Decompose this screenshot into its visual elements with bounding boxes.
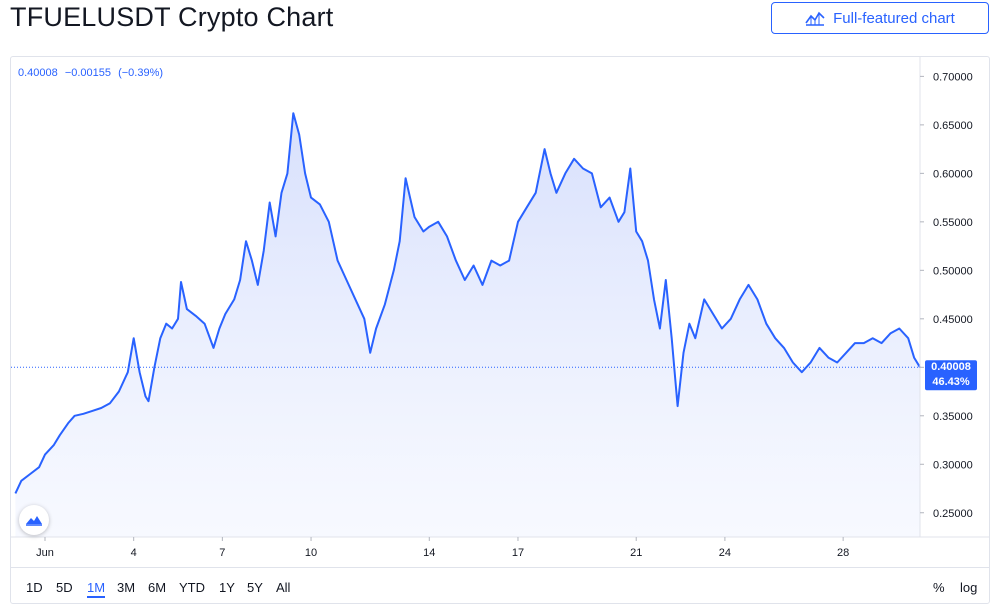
page-title: TFUELUSDT Crypto Chart xyxy=(10,2,334,32)
x-tick-label: 14 xyxy=(423,547,435,559)
percent-scale-button[interactable]: % xyxy=(933,580,945,595)
full-featured-chart-label: Full-featured chart xyxy=(833,9,955,27)
range-toolbar: 1D 5D 1M 3M 6M YTD 1Y 5Y All % log xyxy=(11,567,989,603)
range-3m[interactable]: 3M xyxy=(117,580,136,595)
y-tick-label: 0.55000 xyxy=(933,217,973,229)
y-tick-label: 0.60000 xyxy=(933,168,973,180)
range-1m[interactable]: 1M xyxy=(87,580,106,598)
legend-change-percent: (−0.39%) xyxy=(118,67,164,79)
price-chart[interactable]: 0.250000.300000.350000.400000.450000.500… xyxy=(11,57,989,603)
y-tick-label: 0.25000 xyxy=(933,508,973,520)
x-tick-label: 17 xyxy=(512,547,524,559)
y-tick-label: 0.65000 xyxy=(933,120,973,132)
range-5y[interactable]: 5Y xyxy=(247,580,263,595)
price-line xyxy=(14,112,921,494)
y-tick-label: 0.70000 xyxy=(933,71,973,83)
chart-widget[interactable]: 0.250000.300000.350000.400000.450000.500… xyxy=(10,56,990,604)
range-all[interactable]: All xyxy=(276,580,291,595)
y-tick-label: 0.45000 xyxy=(933,314,973,326)
x-tick-label: 24 xyxy=(719,547,731,559)
x-tick-label: 7 xyxy=(219,547,225,559)
legend-price: 0.40008 xyxy=(18,67,58,79)
y-tick-label: 0.35000 xyxy=(933,411,973,423)
x-tick-label: 28 xyxy=(837,547,849,559)
tradingview-logo-button[interactable] xyxy=(19,505,49,535)
range-6m[interactable]: 6M xyxy=(148,580,167,595)
x-tick-label: 4 xyxy=(131,547,137,559)
full-featured-chart-button[interactable]: Full-featured chart xyxy=(771,2,989,34)
y-tick-label: 0.50000 xyxy=(933,265,973,277)
price-legend: 0.40008 −0.00155 (−0.39%) xyxy=(18,67,167,79)
x-tick-label: Jun xyxy=(36,547,54,559)
range-ytd[interactable]: YTD xyxy=(179,580,205,595)
last-price-value: 0.40008 xyxy=(931,361,971,373)
y-tick-label: 0.30000 xyxy=(933,459,973,471)
range-1y[interactable]: 1Y xyxy=(219,580,235,595)
range-5d[interactable]: 5D xyxy=(56,580,73,595)
last-price-percent: 46.43% xyxy=(932,376,970,388)
last-price-label: 0.40008 46.43% xyxy=(925,360,977,391)
log-scale-button[interactable]: log xyxy=(960,580,978,595)
tradingview-logo-icon xyxy=(26,516,42,526)
price-area xyxy=(15,113,920,537)
legend-change: −0.00155 xyxy=(64,67,112,79)
x-tick-label: 21 xyxy=(630,547,642,559)
chart-icon xyxy=(805,11,825,26)
range-1d[interactable]: 1D xyxy=(26,580,43,595)
x-tick-label: 10 xyxy=(305,547,317,559)
